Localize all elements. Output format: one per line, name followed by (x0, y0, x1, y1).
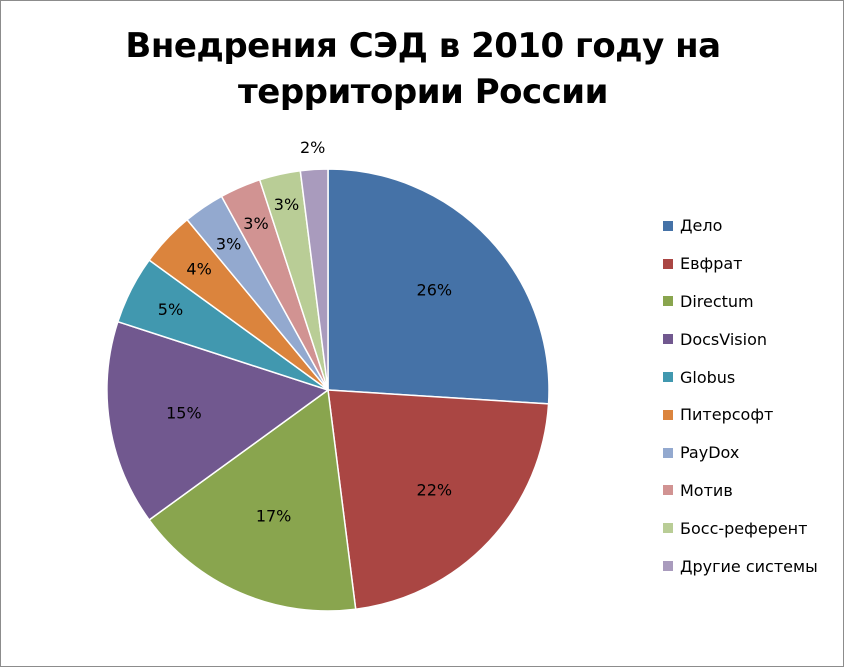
legend-item-7: PayDox (663, 434, 843, 472)
legend-item-1: Дело (663, 207, 843, 245)
legend-item-4: DocsVision (663, 320, 843, 358)
legend-swatch-8 (663, 485, 673, 496)
legend-swatch-4 (663, 334, 673, 345)
legend-swatch-1 (663, 220, 673, 231)
data-label-8: 3% (243, 214, 268, 233)
legend-item-9: Босс-референт (663, 509, 843, 547)
data-label-6: 4% (186, 260, 211, 279)
data-label-5: 5% (158, 300, 183, 319)
legend-item-8: Мотив (663, 472, 843, 510)
data-label-1: 26% (417, 281, 453, 300)
legend-label-5: Globus (680, 367, 736, 387)
legend-item-6: Питерсофт (663, 396, 843, 434)
chart-title-line-1: Внедрения СЭД в 2010 году на (125, 26, 721, 66)
chart-title: Внедрения СЭД в 2010 году на территории … (111, 23, 735, 115)
legend-label-8: Мотив (680, 480, 733, 500)
legend-item-2: Евфрат (663, 245, 843, 283)
data-label-9: 3% (274, 195, 299, 214)
data-label-7: 3% (216, 234, 241, 253)
data-label-3: 17% (256, 506, 292, 525)
legend: Дело Евфрат Directum DocsVision Globus Питерс… (663, 207, 843, 585)
legend-label-4: DocsVision (680, 329, 767, 349)
pie-slice-2 (327, 389, 550, 611)
data-label-4: 15% (166, 403, 202, 422)
legend-swatch-6 (663, 409, 673, 420)
legend-label-9: Босс-референт (680, 518, 808, 538)
legend-swatch-10 (663, 561, 673, 572)
legend-item-3: Directum (663, 283, 843, 321)
pie-slice-1 (327, 168, 550, 405)
legend-label-2: Евфрат (680, 254, 743, 274)
legend-swatch-3 (663, 296, 673, 307)
chart-title-line-2: территории России (238, 72, 608, 112)
legend-swatch-2 (663, 258, 673, 269)
data-label-2: 22% (417, 480, 453, 499)
legend-label-3: Directum (680, 291, 754, 311)
pie-slice-4 (106, 320, 330, 521)
legend-swatch-5 (663, 372, 673, 383)
pie-slice-3 (148, 388, 357, 612)
legend-label-7: PayDox (680, 443, 740, 463)
legend-swatch-9 (663, 523, 673, 534)
legend-item-10: Другие системы (663, 547, 843, 585)
legend-swatch-7 (663, 447, 673, 458)
legend-label-10: Другие системы (680, 556, 818, 576)
legend-item-5: Globus (663, 358, 843, 396)
legend-label-6: Питерсофт (680, 405, 774, 425)
legend-label-1: Дело (680, 216, 723, 236)
pie-slice-10 (299, 168, 329, 391)
data-label-10: 2% (300, 138, 325, 157)
